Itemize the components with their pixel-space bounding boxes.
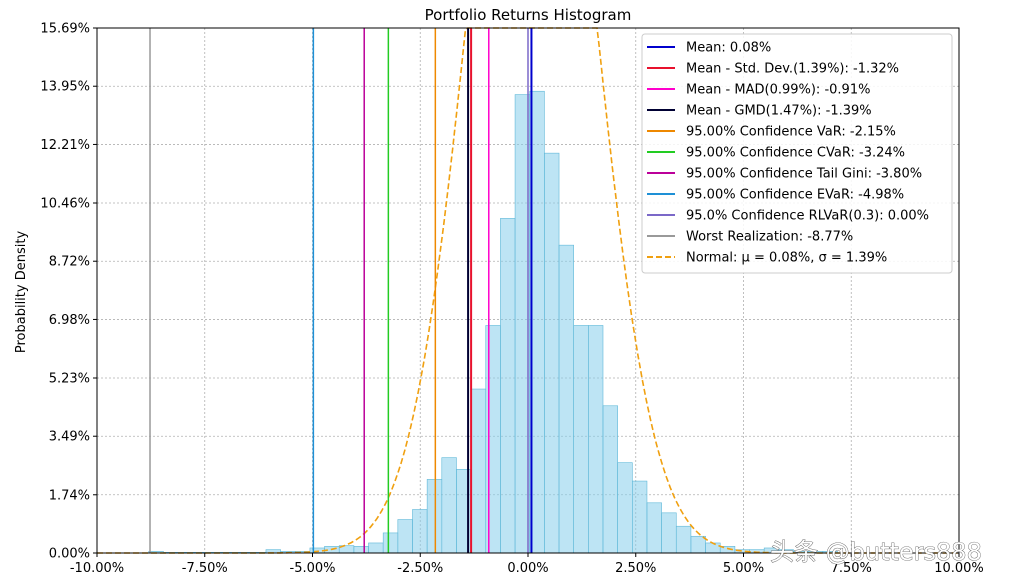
y-tick-label: 5.23% xyxy=(49,372,90,387)
histogram-bar xyxy=(617,462,633,554)
x-tick-label: 0.00% xyxy=(507,561,548,576)
histogram-bar xyxy=(544,152,560,554)
y-axis-ticks: 0.00% 1.74% 3.49% 5.23% 6.98% 8.72% 10.46% 12.2… xyxy=(40,22,97,562)
risk-measure-lines xyxy=(149,28,533,553)
legend-label: 95.0% Confidence RLVaR(0.3): 0.00% xyxy=(686,209,929,224)
y-tick-label: 10.46% xyxy=(40,197,90,212)
histogram-bar xyxy=(558,244,574,554)
x-tick-label: -7.50% xyxy=(182,561,228,576)
y-tick-label: 12.21% xyxy=(40,138,90,153)
legend-label: Normal: μ = 0.08%, σ = 1.39% xyxy=(686,251,887,266)
x-tick-label: 5.00% xyxy=(723,561,764,576)
histogram-bar xyxy=(661,512,677,554)
histogram-bar xyxy=(573,325,589,554)
watermark-text: 头条 @butters888 xyxy=(770,538,982,566)
y-tick-label: 6.98% xyxy=(49,313,90,328)
histogram-bar xyxy=(485,325,501,554)
histogram-bar xyxy=(441,457,457,554)
x-tick-label: 2.50% xyxy=(615,561,656,576)
legend-label: Mean - GMD(1.47%): -1.39% xyxy=(686,104,872,119)
x-tick-label: -10.00% xyxy=(70,561,124,576)
y-tick-label: 0.00% xyxy=(49,547,90,562)
histogram-bar xyxy=(632,480,648,554)
y-tick-label: 1.74% xyxy=(49,488,90,503)
legend-label: 95.00% Confidence Tail Gini: -3.80% xyxy=(686,167,922,182)
legend-items: Mean: 0.08% Mean - Std. Dev.(1.39%): -1.3… xyxy=(647,41,929,266)
histogram-bar xyxy=(602,405,618,554)
legend-label: 95.00% Confidence VaR: -2.15% xyxy=(686,125,896,140)
histogram-bar xyxy=(500,218,516,554)
x-tick-label: -2.50% xyxy=(397,561,443,576)
histogram-bar xyxy=(646,502,662,554)
histogram-bar xyxy=(690,535,706,554)
histogram-bar xyxy=(382,532,399,554)
y-tick-label: 3.49% xyxy=(49,430,90,445)
legend: Mean: 0.08% Mean - Std. Dev.(1.39%): -1.3… xyxy=(641,33,953,274)
x-tick-label: 10.00% xyxy=(934,561,984,576)
legend-box xyxy=(641,33,953,274)
x-tick-label: -5.00% xyxy=(290,561,336,576)
legend-label: 95.00% Confidence EVaR: -4.98% xyxy=(686,188,904,203)
y-tick-label: 8.72% xyxy=(49,255,90,270)
y-tick-label: 15.69% xyxy=(40,22,90,37)
x-tick-label: 7.50% xyxy=(831,561,872,576)
legend-label: Worst Realization: -8.77% xyxy=(686,230,853,245)
histogram-bar xyxy=(368,542,384,554)
legend-label: 95.00% Confidence CVaR: -3.24% xyxy=(686,146,905,161)
legend-label: Mean - Std. Dev.(1.39%): -1.32% xyxy=(686,62,899,77)
histogram-bar xyxy=(675,525,692,554)
x-axis-ticks: -10.00% -7.50% -5.00% -2.50% 0.00% 2.50% 5.00%… xyxy=(70,553,984,576)
histogram-bar xyxy=(353,546,369,554)
histogram-bar xyxy=(588,325,604,554)
histogram-bar xyxy=(397,519,413,554)
histogram-bar xyxy=(705,542,721,554)
legend-label: Mean: 0.08% xyxy=(686,41,771,56)
histogram-bar xyxy=(412,509,428,554)
y-tick-label: 13.95% xyxy=(40,80,90,95)
chart-title: Portfolio Returns Histogram xyxy=(425,6,632,24)
histogram-bar xyxy=(470,388,487,554)
histogram-bar xyxy=(426,479,443,554)
legend-label: Mean - MAD(0.99%): -0.91% xyxy=(686,83,870,98)
y-axis-label: Probability Density xyxy=(14,231,29,354)
